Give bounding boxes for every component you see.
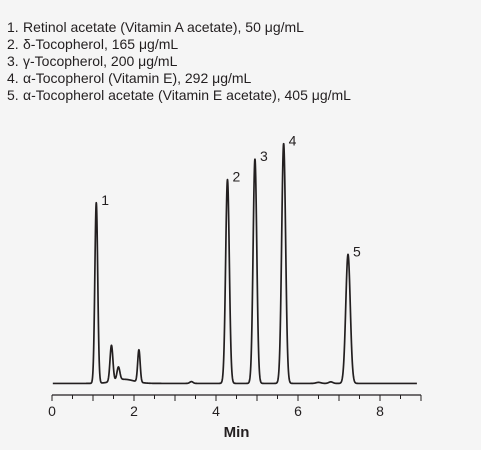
x-tick-label: 0	[48, 403, 56, 419]
x-tick-label: 2	[130, 403, 138, 419]
x-axis: 0 2 4 6 8	[48, 394, 422, 419]
peak-labels: 1 2 3 4 5	[101, 132, 361, 259]
chromatogram-trace-group	[52, 142, 418, 385]
x-axis-title: Min	[224, 424, 250, 441]
legend-item-number: 5.	[7, 87, 19, 103]
peak-label: 2	[232, 169, 240, 185]
legend-item: 4. α-Tocopherol (Vitamin E), 292 μg/mL	[7, 70, 351, 87]
chromatogram-trace	[52, 142, 418, 385]
legend-item: 5. α-Tocopherol acetate (Vitamin E acetat…	[7, 87, 351, 104]
legend-item-text: α-Tocopherol (Vitamin E), 292 μg/mL	[23, 70, 252, 86]
x-tick-label: 8	[376, 403, 384, 419]
legend: 1. Retinol acetate (Vitamin A acetate), 5…	[7, 19, 351, 104]
peak-label: 5	[353, 243, 361, 259]
legend-item-number: 4.	[7, 70, 19, 86]
x-tick-label: 4	[212, 403, 220, 419]
legend-item-number: 1.	[7, 19, 19, 35]
legend-item-number: 3.	[7, 53, 19, 69]
peak-label: 3	[260, 148, 268, 164]
legend-item-text: δ-Tocopherol, 165 μg/mL	[23, 36, 179, 52]
legend-item: 3. γ-Tocopherol, 200 μg/mL	[7, 53, 351, 70]
peak-label: 1	[101, 192, 109, 208]
x-tick-label: 6	[294, 403, 302, 419]
legend-item: 1. Retinol acetate (Vitamin A acetate), 5…	[7, 19, 351, 36]
legend-item: 2. δ-Tocopherol, 165 μg/mL	[7, 36, 351, 53]
legend-item-text: α-Tocopherol acetate (Vitamin E acetate)…	[23, 87, 351, 103]
legend-item-text: Retinol acetate (Vitamin A acetate), 50 …	[23, 19, 304, 35]
legend-item-number: 2.	[7, 36, 19, 52]
peak-label: 4	[289, 132, 297, 148]
legend-item-text: γ-Tocopherol, 200 μg/mL	[23, 53, 178, 69]
